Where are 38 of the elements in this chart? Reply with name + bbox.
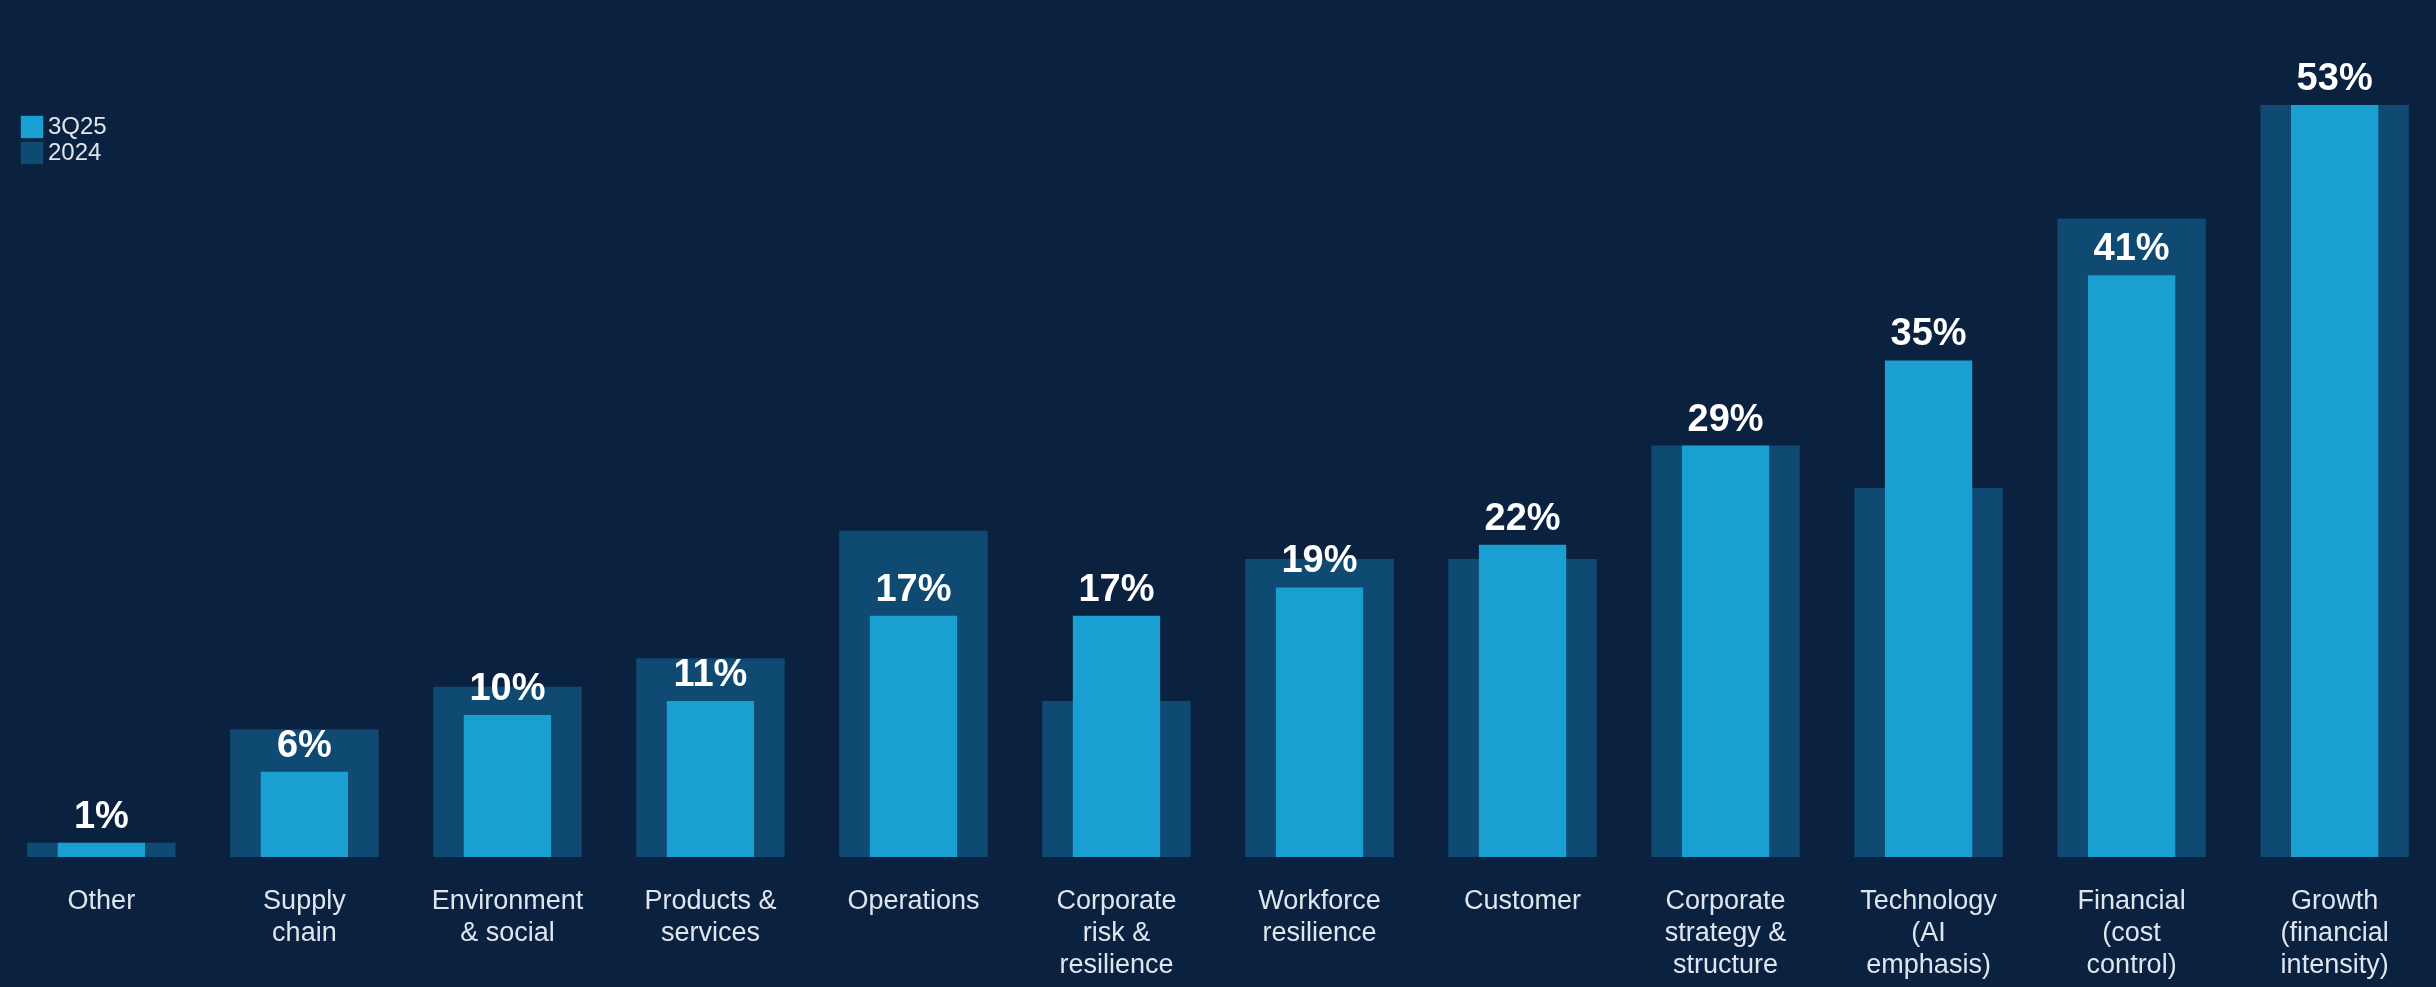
data-label: 10% <box>469 666 546 709</box>
data-label: 6% <box>276 722 332 765</box>
data-label: 22% <box>1484 495 1561 538</box>
bar <box>57 842 146 857</box>
x-tick-label: Other <box>67 884 136 915</box>
x-tick-label: Operations <box>847 884 980 915</box>
data-label: 29% <box>1687 396 1764 439</box>
bar <box>260 771 349 857</box>
bar <box>666 700 755 857</box>
bar <box>2290 105 2379 857</box>
data-label: 35% <box>1890 311 1967 354</box>
bar <box>463 715 552 857</box>
x-tick-label: Growth (financial intensity) <box>2280 884 2389 979</box>
bar <box>1072 615 1161 857</box>
bar <box>1275 587 1364 857</box>
data-label: 41% <box>2093 226 2170 269</box>
x-tick-label: Corporate strategy & structure <box>1664 884 1787 979</box>
x-tick-label: Corporate risk & resilience <box>1056 884 1177 979</box>
x-tick-label: Environment & social <box>431 884 584 947</box>
x-tick-label: Supply chain <box>263 884 347 947</box>
data-label: 1% <box>73 793 129 836</box>
legend-label: 3Q25 <box>48 112 107 139</box>
x-tick-label: Customer <box>1464 884 1582 915</box>
data-label: 19% <box>1281 538 1358 581</box>
data-label: 17% <box>1078 566 1155 609</box>
data-label: 17% <box>875 566 952 609</box>
x-tick-label: Technology (AI emphasis) <box>1860 884 1998 979</box>
bar <box>1681 445 1770 857</box>
bar <box>869 615 958 857</box>
legend-label: 2024 <box>48 138 102 165</box>
bar <box>1884 360 1973 857</box>
data-label: 11% <box>673 651 748 694</box>
data-label: 53% <box>2296 56 2373 98</box>
bar <box>2087 275 2176 857</box>
x-tick-label: Financial (cost control) <box>2077 884 2186 979</box>
bar <box>1478 544 1567 857</box>
x-tick-label: Products & services <box>644 884 777 947</box>
x-tick-label: Workforce resilience <box>1258 884 1381 947</box>
